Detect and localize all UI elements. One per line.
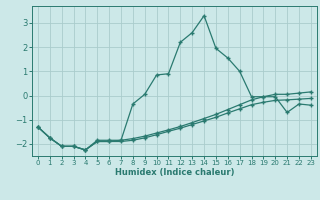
- X-axis label: Humidex (Indice chaleur): Humidex (Indice chaleur): [115, 168, 234, 177]
